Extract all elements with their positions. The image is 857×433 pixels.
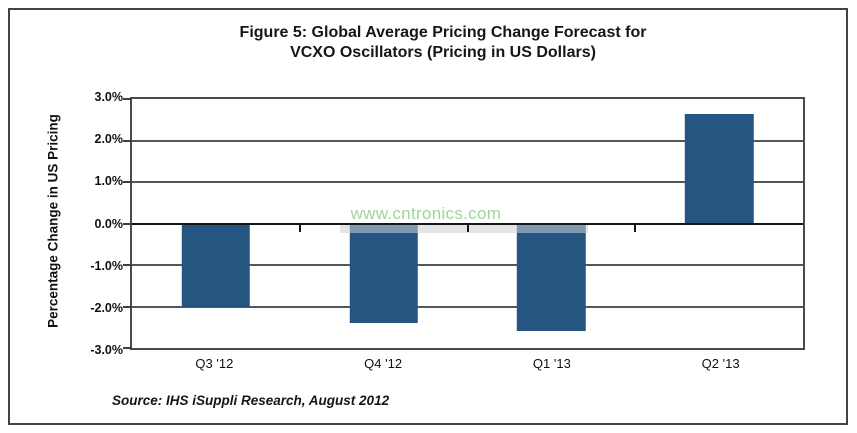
chart-title: Figure 5: Global Average Pricing Change …	[40, 23, 846, 63]
y-tick-label: 1.0%	[94, 174, 124, 189]
x-category-label: Q1 '13	[532, 356, 571, 371]
y-tick-label: -2.0%	[90, 300, 123, 315]
figure-frame: Figure 5: Global Average Pricing Change …	[8, 8, 848, 425]
y-tick-mark	[123, 222, 132, 225]
y-tick-mark	[123, 181, 132, 183]
bar-q412	[349, 223, 418, 324]
gridline	[132, 264, 803, 266]
gridline	[132, 305, 803, 308]
x-category-label: Q3 '12	[195, 356, 234, 371]
y-tick-label: 3.0%	[94, 90, 124, 104]
y-tick-label: -3.0%	[90, 343, 123, 357]
bar-q213	[684, 113, 754, 224]
bar-q312	[181, 223, 251, 307]
chart-title-line2: VCXO Oscillators (Pricing in US Dollars)	[290, 44, 596, 61]
y-tick-mark	[123, 264, 132, 266]
y-tick-mark	[123, 305, 132, 308]
gridline	[132, 139, 803, 142]
x-tick-mark	[634, 223, 637, 232]
y-tick-mark	[123, 347, 132, 349]
x-category-label: Q2 '13	[701, 356, 740, 371]
y-tick-label: 0.0%	[94, 216, 124, 231]
x-category-label: Q4 '12	[364, 356, 403, 371]
y-tick-label: -1.0%	[90, 258, 123, 273]
x-tick-mark	[298, 223, 301, 232]
y-tick-mark	[123, 139, 132, 142]
x-tick-mark	[466, 223, 469, 232]
y-axis-tick-labels: 3.0% 2.0% 1.0% 0.0% -1.0% -2.0% -3.0%	[10, 90, 124, 357]
chart-title-line1: Figure 5: Global Average Pricing Change …	[239, 24, 647, 41]
watermark-text: www.cntronics.com	[350, 203, 502, 223]
watermark-band	[340, 223, 589, 233]
y-tick-label: 2.0%	[94, 132, 124, 147]
y-tick-mark	[123, 98, 132, 100]
plot-area: www.cntronics.com	[123, 97, 805, 350]
bar-q113	[517, 223, 586, 332]
gridline	[132, 181, 803, 183]
x-axis-labels: Q3 '12 Q4 '12 Q1 '13 Q2 '13	[130, 356, 805, 374]
source-note: Source: IHS iSuppli Research, August 201…	[112, 393, 390, 408]
